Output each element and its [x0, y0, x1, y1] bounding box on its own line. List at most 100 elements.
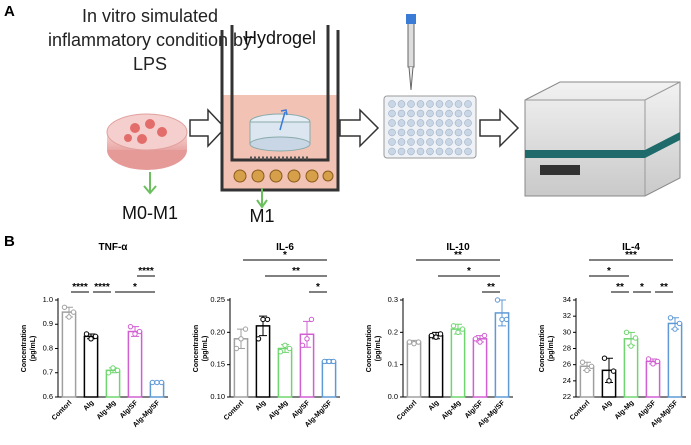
data-point [304, 336, 310, 342]
data-point [584, 367, 590, 374]
bar [472, 338, 488, 398]
data-point [158, 379, 165, 386]
chart-title: TNF-α [99, 242, 129, 253]
data-point [92, 333, 99, 340]
panel-label: B [4, 233, 15, 250]
data-point [242, 326, 249, 332]
x-tick-label: Alg/SF [464, 399, 485, 420]
y-tick-label: 22 [563, 392, 571, 401]
arrow [339, 108, 380, 148]
data-point [499, 316, 505, 323]
significance-label: ** [454, 250, 462, 261]
caption: inflammatory condition by [48, 30, 252, 50]
significance-label: * [607, 266, 611, 277]
data-point [264, 316, 271, 323]
data-point [455, 329, 461, 336]
significance-label: ** [292, 266, 300, 277]
x-tick-label: Alg [254, 399, 267, 412]
significance-label: *** [625, 250, 637, 261]
data-point [433, 334, 439, 340]
data-point [330, 358, 337, 365]
y-tick-label: 32 [563, 311, 571, 320]
data-point [601, 355, 608, 361]
y-axis-label: Concentration [21, 325, 28, 372]
panel-label: A [4, 3, 15, 20]
data-point [650, 361, 656, 367]
x-tick-label: Alg-Mg [614, 399, 636, 421]
y-axis-label: Concentration [193, 325, 200, 372]
data-point [632, 335, 639, 341]
y-axis-label: Concentration [539, 325, 546, 372]
y-tick-label: 0.0 [388, 392, 398, 401]
significance-label: ** [487, 282, 495, 293]
data-point [149, 379, 156, 386]
data-point [579, 359, 586, 365]
data-point [282, 342, 288, 348]
y-tick-label: 0.8 [43, 343, 53, 352]
chart-title: IL-4 [622, 242, 640, 253]
dish-label: M0-M1 [122, 203, 178, 223]
data-point [154, 379, 160, 386]
bar [406, 341, 422, 398]
data-point [286, 345, 293, 352]
x-tick-label: Alg-Mg [268, 399, 290, 421]
significance-label: * [640, 282, 644, 293]
x-tick-label: Alg [427, 399, 440, 412]
y-tick-label: 0.3 [388, 295, 398, 304]
data-point [326, 358, 332, 365]
data-point [70, 309, 77, 315]
data-point [105, 370, 112, 376]
x-tick-label: Contorl [396, 399, 419, 422]
hydrogel-label: Hydrogel [244, 28, 316, 48]
data-point [66, 314, 72, 320]
data-point [136, 328, 143, 335]
petri-dish [106, 113, 188, 170]
y-tick-label: 0.10 [210, 392, 225, 401]
well-plate [383, 14, 477, 159]
y-tick-label: 0.1 [388, 360, 398, 369]
data-point [61, 304, 68, 310]
data-point [667, 315, 674, 321]
y-axis-label: (pg/mL) [202, 336, 209, 362]
data-point [238, 336, 244, 342]
y-tick-label: 0.2 [388, 327, 398, 336]
y-tick-label: 0.7 [43, 368, 53, 377]
y-tick-label: 0.6 [43, 392, 53, 401]
data-point [260, 316, 266, 323]
x-tick-label: Contorl [51, 399, 74, 422]
significance-label: **** [72, 282, 88, 293]
data-point [588, 363, 595, 369]
y-tick-label: 0.15 [210, 360, 225, 369]
y-tick-label: 34 [563, 295, 571, 304]
data-point [110, 365, 116, 371]
data-point [321, 358, 328, 365]
data-point [503, 316, 510, 323]
y-axis-label: Concentration [366, 325, 373, 372]
data-point [676, 320, 683, 327]
y-tick-label: 0.25 [210, 295, 225, 304]
y-tick-label: 1.0 [43, 295, 53, 304]
arrow [256, 188, 268, 209]
y-tick-label: 24 [563, 376, 571, 385]
data-point [255, 336, 262, 342]
x-tick-label: Alg/SF [637, 399, 658, 420]
chart-title: IL-6 [276, 242, 294, 253]
data-point [645, 356, 652, 362]
data-point [472, 336, 479, 342]
bar [667, 322, 683, 398]
significance-label: * [133, 282, 137, 293]
data-point [132, 331, 138, 337]
y-tick-label: 0.9 [43, 319, 53, 328]
x-tick-label: Alg/SF [291, 399, 312, 420]
data-point [415, 339, 422, 345]
data-point [233, 345, 240, 352]
data-point [672, 326, 678, 332]
significance-label: ** [660, 282, 668, 293]
data-point [411, 340, 417, 347]
data-point [127, 323, 134, 330]
bar [450, 328, 466, 398]
significance-label: * [283, 250, 287, 261]
data-point [494, 297, 501, 303]
significance-label: **** [94, 282, 110, 293]
